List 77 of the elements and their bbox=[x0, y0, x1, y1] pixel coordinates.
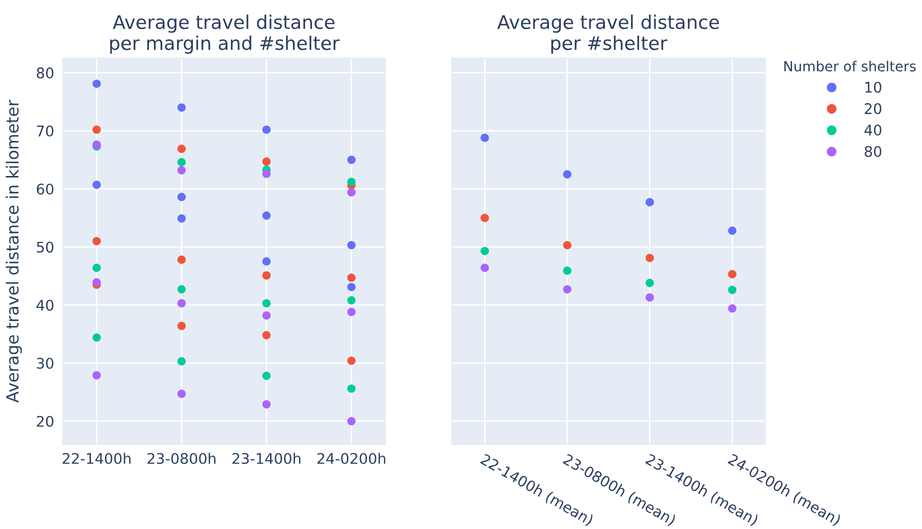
point bbox=[728, 270, 736, 278]
point bbox=[92, 80, 101, 88]
point bbox=[347, 274, 356, 282]
point bbox=[262, 311, 271, 320]
x-tick-label: 23-0800h bbox=[148, 452, 216, 464]
legend-label: 40 bbox=[864, 124, 882, 136]
chart-title: Average travel distance per #shelter bbox=[497, 14, 719, 54]
y-tick-label: 20 bbox=[36, 416, 54, 427]
y-tick-label: 50 bbox=[36, 242, 54, 253]
point bbox=[177, 144, 186, 153]
point bbox=[262, 299, 271, 308]
point bbox=[262, 331, 271, 340]
point bbox=[563, 170, 572, 178]
point bbox=[563, 241, 572, 250]
point bbox=[177, 256, 186, 264]
point bbox=[646, 293, 654, 302]
point bbox=[262, 125, 271, 134]
y-axis-title: Average travel distance in kilometer bbox=[6, 100, 22, 403]
point bbox=[262, 157, 271, 166]
legend-label: 80 bbox=[864, 146, 882, 157]
point bbox=[347, 178, 356, 186]
point bbox=[646, 278, 654, 288]
point bbox=[92, 371, 101, 380]
point bbox=[480, 214, 489, 222]
point bbox=[177, 192, 186, 202]
point bbox=[728, 286, 736, 294]
point bbox=[480, 134, 489, 142]
point bbox=[347, 416, 356, 426]
point bbox=[480, 264, 489, 272]
x-tick-label: 24-0200h bbox=[317, 452, 386, 464]
legend-label: 20 bbox=[864, 103, 882, 114]
point bbox=[646, 254, 654, 262]
point bbox=[92, 264, 101, 272]
point bbox=[262, 170, 271, 178]
point bbox=[177, 214, 186, 223]
legend-label: 10 bbox=[865, 82, 882, 93]
point bbox=[92, 236, 101, 246]
point bbox=[563, 285, 572, 294]
point bbox=[177, 158, 186, 166]
point bbox=[177, 299, 186, 308]
point bbox=[177, 357, 186, 366]
point bbox=[177, 166, 186, 174]
x-tick-label: 22-1400h bbox=[62, 452, 131, 464]
point bbox=[347, 188, 356, 196]
point bbox=[262, 211, 271, 220]
point bbox=[347, 156, 356, 164]
point bbox=[262, 372, 271, 380]
chart-title: Average travel distance per margin and #shelter bbox=[110, 14, 340, 54]
y-tick-label: 60 bbox=[36, 184, 54, 195]
point bbox=[92, 278, 101, 287]
x-tick-label: 23-1400h bbox=[232, 452, 300, 464]
point bbox=[177, 103, 186, 112]
point bbox=[262, 257, 271, 266]
point bbox=[92, 125, 101, 134]
y-tick-label: 40 bbox=[36, 300, 54, 311]
y-tick-label: 30 bbox=[36, 358, 54, 369]
point bbox=[347, 282, 356, 292]
point bbox=[177, 390, 186, 398]
y-tick-label: 70 bbox=[37, 125, 54, 137]
point bbox=[347, 356, 356, 365]
point bbox=[262, 400, 271, 408]
point bbox=[728, 304, 736, 313]
point bbox=[262, 271, 271, 280]
point bbox=[728, 226, 736, 235]
point bbox=[480, 246, 489, 256]
point bbox=[177, 322, 186, 330]
point bbox=[92, 180, 101, 189]
point bbox=[347, 296, 356, 305]
point bbox=[347, 308, 356, 316]
y-tick-label: 80 bbox=[36, 67, 54, 78]
point bbox=[347, 384, 356, 393]
point bbox=[563, 266, 572, 275]
point bbox=[92, 333, 101, 342]
point bbox=[347, 241, 356, 250]
point bbox=[177, 285, 186, 294]
legend-title: Number of shelters bbox=[784, 60, 916, 72]
point bbox=[646, 198, 654, 206]
